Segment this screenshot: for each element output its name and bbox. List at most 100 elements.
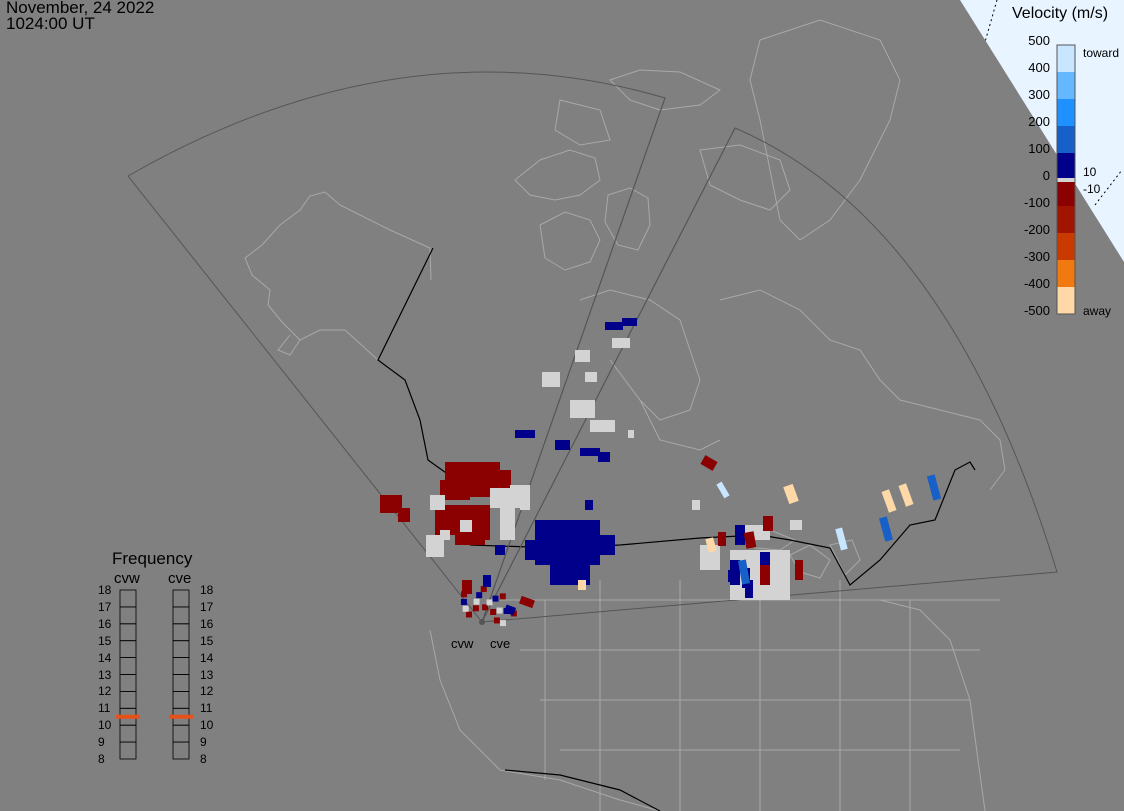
velocity-cell [585, 372, 597, 382]
velocity-cell [795, 560, 803, 580]
site-label-cvw: cvw [451, 636, 474, 651]
velocity-cell [515, 430, 535, 438]
frequency-level-label: 11 [98, 701, 111, 716]
velocity-cell [879, 516, 893, 542]
velocity-cell [462, 605, 469, 612]
terminator-dash-2 [1094, 169, 1123, 206]
velocity-cell [692, 500, 700, 510]
frequency-cell [172, 589, 190, 608]
velocity-cell [520, 500, 530, 510]
frequency-level-label: 8 [98, 752, 105, 766]
frequency-cell [119, 623, 137, 642]
velocity-cell [480, 586, 487, 593]
frequency-level-label: 14 [200, 650, 214, 665]
terminator-dash [984, 0, 998, 43]
velocity-cell [482, 604, 489, 611]
velocity-cell [926, 474, 942, 501]
velocity-cell [500, 505, 515, 540]
velocity-cell [763, 516, 773, 531]
frequency-level-label: 16 [98, 616, 112, 631]
frequency-cell [172, 623, 190, 642]
velocity-cell [760, 565, 770, 585]
frequency-cell [119, 589, 137, 608]
frequency-cell [119, 674, 137, 692]
frequency-level-label: 10 [200, 718, 214, 733]
velocity-cell [525, 540, 550, 560]
velocity-cell [575, 350, 590, 362]
time-label: 1024:00 UT [6, 14, 95, 33]
velocity-cell [495, 545, 505, 555]
frequency-level-label: 8 [200, 752, 207, 766]
date-label: November, 24 2022 [6, 0, 155, 17]
frequency-cell [172, 724, 190, 743]
frequency-cell [119, 640, 137, 659]
frequency-level-label: 15 [98, 633, 112, 648]
velocity-cell [743, 531, 757, 549]
frequency-cell [119, 724, 137, 743]
velocity-cell [737, 559, 751, 585]
tick-neg300: -300 [1023, 249, 1050, 264]
frequency-title: Frequency [112, 549, 193, 568]
velocity-cell [598, 452, 610, 462]
tick-neg200: -200 [1023, 222, 1050, 237]
pos-threshold-label: 10 [1083, 165, 1097, 179]
velocity-cell [440, 530, 450, 540]
tick-0: 0 [1042, 168, 1050, 183]
velocity-cell [440, 480, 470, 500]
velocity-cell [622, 318, 637, 326]
frequency-level-label: 12 [200, 684, 214, 699]
velocity-cell [835, 527, 848, 551]
velocity-cell [700, 455, 718, 471]
velocity-cell [455, 470, 475, 480]
velocity-cell [745, 580, 753, 598]
velocity-cell [426, 535, 444, 557]
tick-500: 500 [1028, 33, 1050, 48]
frequency-level-label: 9 [200, 735, 207, 750]
velocity-cell [460, 520, 472, 532]
velocity-cell [735, 525, 745, 545]
velocity-title: Velocity (m/s) [1012, 5, 1109, 22]
velocity-cell [460, 598, 467, 605]
frequency-cell [172, 741, 190, 760]
velocity-cell [473, 598, 480, 605]
velocity-cell [578, 580, 586, 590]
velocity-cell [590, 420, 615, 432]
velocity-cells [380, 318, 942, 627]
frequency-level-label: 18 [200, 583, 214, 597]
neg-threshold-label: -10 [1083, 182, 1101, 196]
radar-fov [127, 71, 1058, 624]
velocity-colorbar [1056, 44, 1076, 315]
daylight-region [960, 0, 1124, 262]
tick-neg500: -500 [1023, 303, 1050, 318]
velocity-cell [398, 508, 410, 522]
velocity-cell [462, 580, 472, 594]
velocity-cell [499, 593, 506, 600]
frequency-cell [172, 606, 190, 625]
frequency-label-cvw: cvw [114, 570, 140, 587]
velocity-cell [881, 489, 897, 513]
political-borders [377, 247, 976, 811]
frequency-level-label: 12 [98, 684, 112, 699]
frequency-cell [172, 640, 190, 659]
tick-300: 300 [1028, 87, 1050, 102]
velocity-cell [483, 575, 491, 587]
toward-label: toward [1083, 46, 1120, 60]
frequency-cell [119, 741, 137, 760]
frequency-level-label: 17 [98, 599, 112, 614]
velocity-cell [718, 532, 726, 546]
frequency-level-label: 14 [98, 650, 112, 665]
frequency-level-label: 11 [200, 701, 213, 716]
velocity-cell [612, 338, 630, 348]
velocity-cell [461, 591, 468, 598]
tick-200: 200 [1028, 114, 1050, 129]
frequency-marker [116, 714, 140, 719]
velocity-cell [555, 440, 570, 450]
velocity-cell [503, 604, 517, 616]
frequency-level-label: 16 [200, 616, 214, 631]
velocity-cell [590, 535, 615, 555]
velocity-cell [493, 617, 500, 624]
frequency-level-label: 10 [98, 718, 112, 733]
velocity-cell [486, 599, 493, 606]
